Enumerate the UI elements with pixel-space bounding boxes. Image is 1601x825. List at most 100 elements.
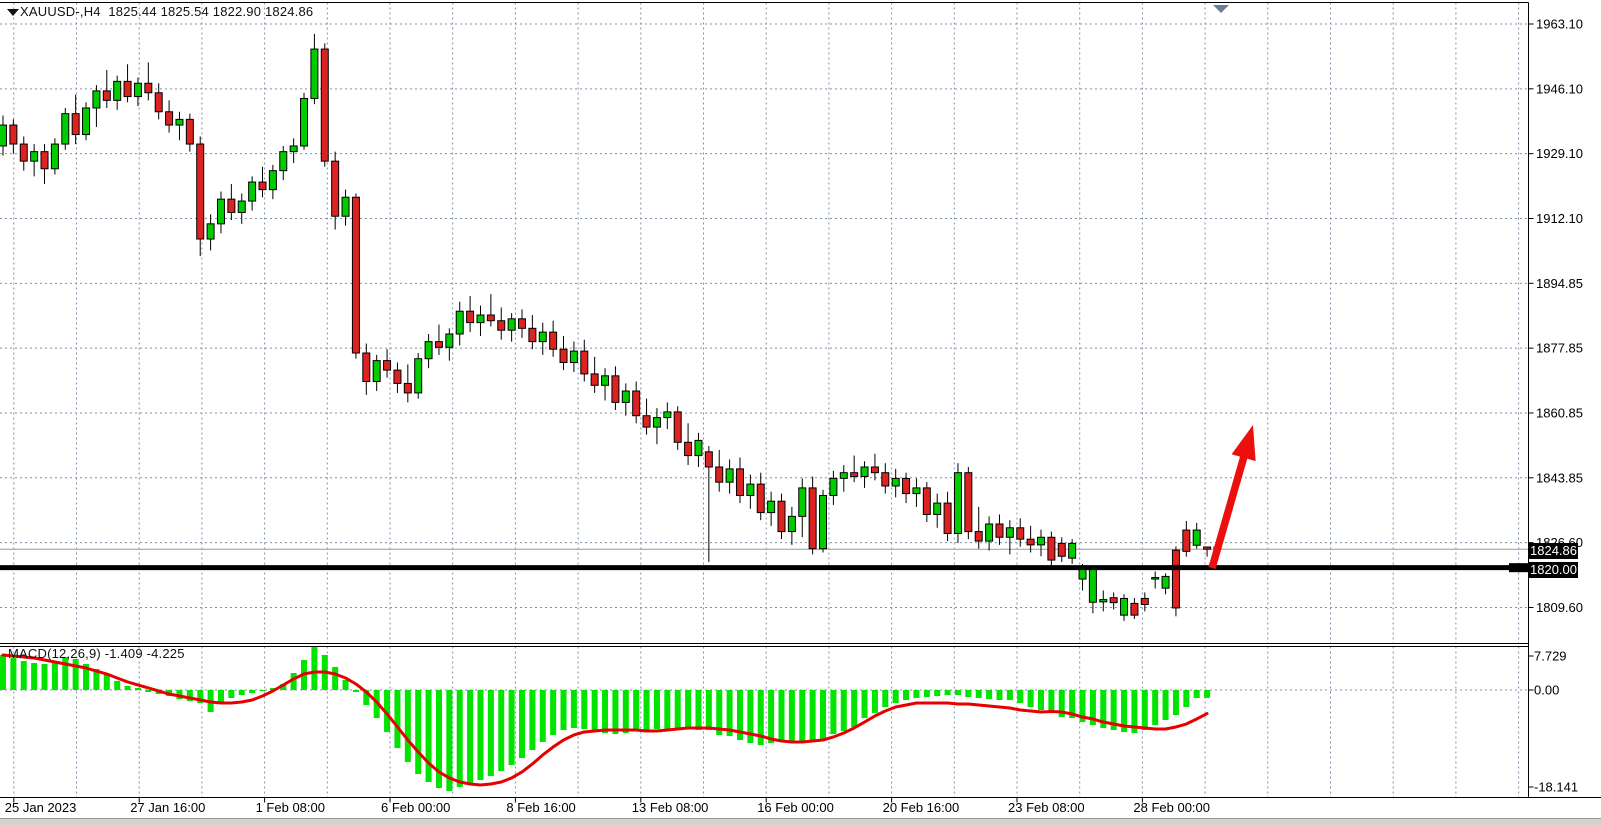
- candle-body: [165, 111, 174, 126]
- macd-histogram-bar: [882, 690, 889, 707]
- candle-body: [590, 373, 599, 386]
- macd-histogram-bar: [934, 690, 941, 697]
- chart-title-quote: XAUUSD-,H4 1825.44 1825.54 1822.90 1824.…: [20, 4, 314, 19]
- macd-histogram-bar: [238, 690, 245, 696]
- macd-histogram-bar: [591, 690, 598, 731]
- macd-histogram-bar: [757, 690, 764, 746]
- macd-histogram-bar: [716, 690, 723, 735]
- macd-histogram-bar: [809, 690, 816, 742]
- candle-body: [310, 48, 319, 99]
- candle-body: [383, 360, 392, 371]
- time-axis-label: 25 Jan 2023: [5, 800, 77, 815]
- candle-body: [1151, 577, 1160, 580]
- macd-histogram-bar: [280, 683, 287, 690]
- candle-body: [414, 358, 423, 394]
- macd-histogram-bar: [186, 690, 193, 702]
- macd-axis-label: 0.00: [1534, 683, 1559, 698]
- candle-body: [1171, 549, 1180, 609]
- macd-histogram-bar: [975, 690, 982, 699]
- candle-body: [974, 531, 983, 542]
- candle-body: [196, 143, 205, 240]
- macd-histogram-bar: [1141, 690, 1148, 730]
- price-axis-label: 1860.85: [1536, 405, 1583, 420]
- price-axis-label: 1946.10: [1536, 81, 1583, 96]
- macd-histogram-bar: [352, 690, 359, 693]
- candle-body: [1130, 602, 1139, 616]
- candle-body: [652, 417, 661, 428]
- candle-body: [497, 320, 506, 331]
- candle-body: [860, 466, 869, 477]
- candle-body: [455, 310, 464, 335]
- macd-histogram-bar: [145, 690, 152, 693]
- candle-body: [569, 350, 578, 364]
- candle-body: [881, 472, 890, 487]
- macd-histogram-bar: [581, 690, 588, 729]
- level-line-anchor: [1509, 563, 1528, 573]
- macd-axis-label: -18.141: [1534, 780, 1578, 795]
- macd-histogram-bar: [840, 690, 847, 731]
- symbol-dropdown-icon[interactable]: [7, 9, 19, 16]
- macd-histogram-bar: [664, 690, 671, 729]
- candle-body: [922, 487, 931, 515]
- candle-body: [673, 411, 682, 443]
- candle-body: [756, 483, 765, 514]
- candle-body: [1192, 529, 1201, 546]
- macd-histogram-bar: [996, 690, 1003, 701]
- macd-histogram-bar: [456, 690, 463, 787]
- candle-body: [206, 223, 215, 240]
- candle-body: [1161, 575, 1170, 589]
- time-axis-label: 23 Feb 08:00: [1008, 800, 1085, 815]
- candle-body: [185, 118, 194, 145]
- candle-body: [632, 390, 641, 417]
- candle-body: [175, 118, 184, 126]
- macd-histogram-bar: [1193, 690, 1200, 699]
- bid-price-badge: 1824.86: [1529, 543, 1578, 559]
- candle-body: [891, 477, 900, 487]
- macd-histogram-bar: [1089, 690, 1096, 726]
- macd-histogram-bar: [394, 690, 401, 749]
- macd-axis-label: 7.729: [1534, 649, 1567, 664]
- period-marker-icon[interactable]: [1213, 5, 1229, 13]
- candle-body: [1203, 546, 1212, 550]
- macd-histogram-bar: [498, 690, 505, 772]
- candle-body: [507, 318, 516, 331]
- candle-body: [601, 375, 610, 386]
- macd-histogram-bar: [539, 690, 546, 743]
- macd-histogram-bar: [446, 690, 453, 792]
- candle-body: [1047, 536, 1056, 561]
- candle-body: [694, 439, 703, 457]
- candle-body: [351, 196, 360, 354]
- macd-histogram-bar: [269, 687, 276, 690]
- macd-histogram-bar: [903, 690, 910, 701]
- price-axis-label: 1877.85: [1536, 341, 1583, 356]
- macd-histogram-bar: [1131, 690, 1138, 733]
- macd-histogram-bar: [228, 690, 235, 699]
- candle-body: [372, 360, 381, 383]
- trend-arrow-shaft[interactable]: [1208, 450, 1249, 570]
- macd-histogram-bar: [685, 690, 692, 729]
- candle-body: [663, 411, 672, 419]
- candle-body: [133, 82, 142, 98]
- macd-histogram-bar: [768, 690, 775, 744]
- candle-body: [476, 314, 485, 324]
- candle-body: [559, 348, 568, 364]
- candle-body: [289, 145, 298, 153]
- price-axis-label: 1963.10: [1536, 17, 1583, 32]
- time-axis-label: 27 Jan 16:00: [130, 800, 205, 815]
- candle-body: [216, 198, 225, 225]
- candle-body: [819, 494, 828, 550]
- macd-histogram-bar: [20, 660, 27, 690]
- macd-histogram-bar: [602, 690, 609, 733]
- macd-histogram-bar: [31, 662, 38, 690]
- time-axis-label: 13 Feb 08:00: [632, 800, 709, 815]
- candle-body: [1109, 597, 1118, 604]
- trend-arrow-head[interactable]: [1231, 425, 1256, 462]
- window-bottom-strip[interactable]: [0, 818, 1601, 825]
- price-axis-label: 1809.60: [1536, 600, 1583, 615]
- candle-body: [0, 124, 7, 147]
- time-axis-label: 28 Feb 00:00: [1133, 800, 1210, 815]
- candle-body: [798, 487, 807, 517]
- macd-histogram-bar: [736, 690, 743, 740]
- macd-histogram-bar: [332, 667, 339, 690]
